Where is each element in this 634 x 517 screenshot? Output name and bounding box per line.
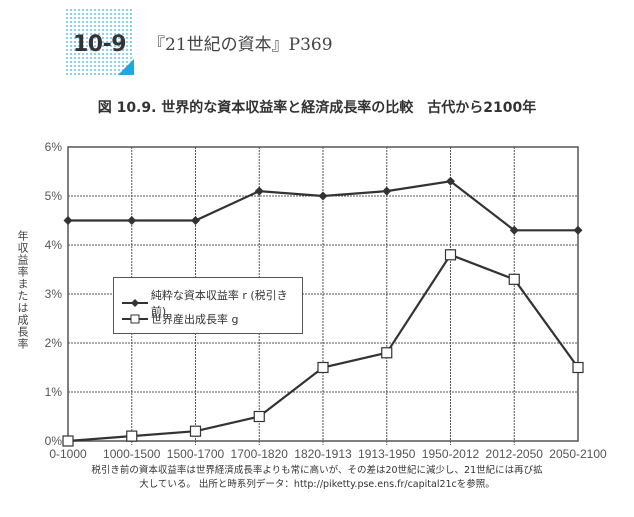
y-tick-label: 1% [45, 385, 63, 399]
diamond-marker-icon [127, 216, 137, 225]
square-marker-icon [508, 273, 520, 285]
caption-line-1: 税引き前の資本収益率は世界経済成長率よりも常に高いが、その差は20世紀に減少し、… [91, 465, 543, 476]
x-tick-label: 2050-2100 [549, 447, 607, 461]
diamond-marker-icon [509, 225, 519, 235]
book-reference: 『21世紀の資本』P369 [148, 35, 333, 55]
square-marker-icon [572, 361, 584, 374]
x-tick-label: 1950-2012 [422, 447, 480, 461]
x-tick-label: 1820-1913 [294, 447, 352, 461]
chart-legend: 純粋な資本収益率 r (税引き前) 世界産出成長率 g [113, 277, 303, 334]
square-marker-icon [381, 347, 393, 359]
y-tick-label: 0% [45, 434, 63, 448]
legend-item-r: 純粋な資本収益率 r (税引き前) [122, 287, 302, 319]
diamond-marker-icon [63, 216, 73, 225]
legend-label-r: 純粋な資本収益率 r (税引き前) [150, 289, 288, 318]
diamond-marker-icon [254, 186, 264, 196]
square-marker-icon [62, 435, 74, 447]
section-badge: 10-9 [65, 8, 134, 75]
caption-line-2: 大している。 出所と時系列データ：http://piketty.pse.ens.… [139, 479, 495, 490]
square-marker-icon [317, 361, 329, 374]
x-tick-label: 1500-1700 [167, 447, 225, 461]
chart-caption: 税引き前の資本収益率は世界経済成長率よりも常に高いが、その差は20世紀に減少し、… [0, 464, 634, 492]
y-tick-label: 3% [45, 287, 63, 301]
y-tick-label: 5% [45, 189, 63, 203]
x-tick-label: 2012-2050 [486, 447, 544, 461]
open-square-marker-icon [122, 314, 148, 324]
legend-label-g: 世界産出成長率 g [151, 313, 239, 326]
x-tick-label: 1000-1500 [103, 447, 161, 461]
x-tick-label: 0-1000 [49, 447, 87, 461]
x-tick-label: 1700-1820 [231, 447, 289, 461]
y-axis-label: 年収益率または成長率 [16, 230, 29, 350]
plot-frame [67, 146, 579, 442]
y-tick-label: 4% [45, 238, 63, 252]
badge-number: 10-9 [72, 32, 127, 57]
y-tick-label: 2% [45, 336, 63, 350]
square-marker-icon [253, 410, 265, 423]
diamond-marker-icon [573, 225, 583, 235]
filled-diamond-marker-icon [122, 299, 148, 307]
legend-item-g: 世界産出成長率 g [122, 311, 238, 327]
square-marker-icon [189, 425, 202, 437]
diamond-marker-icon [318, 191, 328, 201]
square-marker-icon [444, 249, 457, 261]
x-tick-label: 1913-1950 [358, 447, 416, 461]
page-corner-icon [118, 59, 134, 75]
square-marker-icon [126, 430, 138, 442]
diamond-marker-icon [446, 176, 455, 186]
diamond-marker-icon [191, 216, 200, 225]
diamond-marker-icon [382, 186, 392, 196]
y-tick-label: 6% [45, 140, 63, 154]
chart-title: 図 10.9. 世界的な資本収益率と経済成長率の比較 古代から2100年 [97, 100, 537, 116]
